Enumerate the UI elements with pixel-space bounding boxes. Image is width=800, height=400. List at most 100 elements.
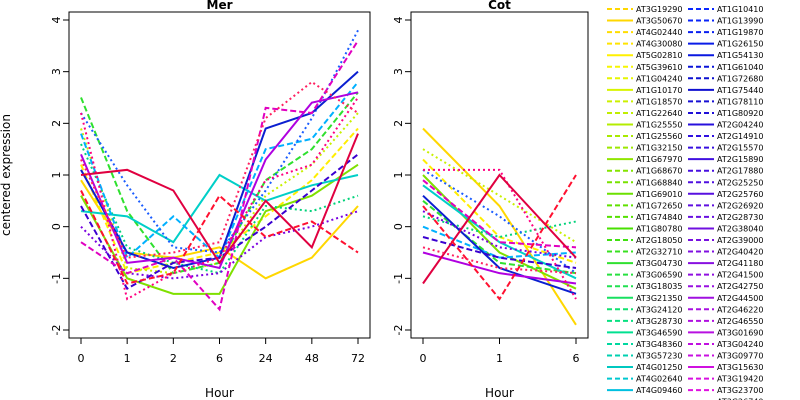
legend-label: AT3G04240 (717, 340, 763, 349)
legend-label: AT2G14910 (717, 132, 763, 141)
legend-label: AT2G38040 (717, 224, 763, 233)
legend-item: AT3G28730 (607, 317, 682, 326)
x-axis-label: Hour (485, 386, 514, 400)
legend-label: AT3G01690 (717, 328, 763, 337)
legend-label: AT1G22640 (636, 109, 682, 118)
legend-item: AT3G19290 (607, 5, 682, 14)
x-tick-label: 24 (259, 352, 273, 365)
legend-item: AT1G78110 (688, 97, 763, 106)
legend-label: AT3G09770 (717, 352, 763, 361)
legend-item: AT1G04240 (607, 74, 682, 83)
series-line (422, 246, 577, 275)
series-group (422, 127, 577, 326)
legend-item: AT2G25250 (688, 178, 763, 187)
legend-label: AT1G67970 (636, 155, 682, 164)
legend-item: AT1G19870 (688, 28, 763, 37)
y-tick-label: -2 (50, 325, 63, 336)
legend-item: AT1G26150 (688, 40, 763, 49)
x-tick-label: 6 (573, 352, 580, 365)
series-line (423, 168, 577, 300)
legend-label: AT4G02440 (636, 28, 682, 37)
legend-label: AT2G32710 (636, 248, 682, 257)
x-tick-label: 1 (496, 352, 503, 365)
legend-label: AT2G28730 (717, 213, 763, 222)
legend-item: AT2G14910 (688, 132, 763, 141)
series-line (422, 148, 577, 244)
legend-label: AT3G19290 (636, 5, 682, 14)
legend-item: AT1G80780 (607, 224, 682, 233)
series-line (80, 133, 359, 265)
legend-item: AT2G46550 (688, 317, 763, 326)
legend-item: AT1G22640 (607, 109, 682, 118)
legend-label: AT2G25250 (717, 178, 763, 187)
legend-item: AT2G32710 (607, 248, 682, 257)
legend-item: AT3G24120 (607, 305, 682, 314)
legend-label: AT2G46220 (717, 305, 763, 314)
legend-item: AT2G15570 (688, 144, 763, 153)
legend-item: AT1G75440 (688, 86, 763, 95)
legend-item: AT2G40420 (688, 248, 763, 257)
legend-label: AT2G17880 (717, 167, 763, 176)
legend-label: AT5G39610 (636, 63, 682, 72)
legend-item: AT1G72650 (607, 201, 682, 210)
legend-label: AT3G48360 (636, 340, 682, 349)
legend-label: AT4G02640 (636, 375, 682, 384)
series-group (80, 29, 359, 312)
legend-label: AT2G04240 (717, 121, 763, 130)
legend-item: AT5G02810 (607, 51, 682, 60)
legend-item: AT3G04240 (688, 340, 763, 349)
legend-label: AT3G50670 (636, 17, 682, 26)
legend-label: AT2G41500 (717, 271, 763, 280)
legend-item: AT1G61040 (688, 63, 763, 72)
legend-item: AT3G48360 (607, 340, 682, 349)
legend-label: AT5G02810 (636, 51, 682, 60)
panel-cot: Cot -2 -1 0 1 2 3 4 0 1 6 Hour (392, 0, 589, 400)
legend-label: AT2G15890 (717, 155, 763, 164)
legend-item: AT1G25550 (607, 121, 682, 130)
series-line (422, 200, 577, 275)
legend-item: AT4G09460 (607, 386, 682, 395)
legend-label: AT1G13990 (717, 17, 763, 26)
legend-item: AT4G02440 (607, 28, 682, 37)
legend-item: AT4G02640 (607, 375, 682, 384)
legend-label: AT2G41180 (717, 259, 763, 268)
legend-label: AT1G18570 (636, 97, 682, 106)
y-tick-label: 1 (50, 172, 63, 179)
x-axis-label: Hour (205, 386, 234, 400)
legend-label: AT1G19870 (717, 28, 763, 37)
legend-item: AT3G01690 (688, 328, 763, 337)
legend-label: AT1G72650 (636, 201, 682, 210)
legend-label: AT2G26920 (717, 201, 763, 210)
y-tick-label: 4 (392, 17, 405, 24)
legend-label: AT1G72680 (717, 74, 763, 83)
legend-item: AT2G18050 (607, 236, 682, 245)
x-tick-label: 72 (351, 352, 365, 365)
legend-item: AT3G46590 (607, 328, 682, 337)
legend-item: AT1G67970 (607, 155, 682, 164)
legend-label: AT3G06590 (636, 271, 682, 280)
legend-label: AT3G04730 (636, 259, 682, 268)
y-tick-label: -1 (50, 273, 63, 284)
legend-label: AT1G04240 (636, 74, 682, 83)
legend-label: AT1G80780 (636, 224, 682, 233)
series-line (422, 174, 577, 301)
y-tick-label: 3 (50, 68, 63, 75)
x-tick-label: 2 (170, 352, 177, 365)
legend-item: AT2G38040 (688, 224, 763, 233)
legend-item: AT1G10410 (688, 5, 763, 14)
series-line (80, 96, 359, 301)
legend-label: AT1G69010 (636, 190, 682, 199)
legend-label: AT1G10410 (717, 5, 763, 14)
legend-item: AT2G04240 (688, 121, 763, 130)
series-line (422, 127, 577, 326)
legend-item: AT2G39000 (688, 236, 763, 245)
legend-label: AT2G40420 (717, 248, 763, 257)
series-line (80, 29, 359, 254)
legend-item: AT1G18570 (607, 97, 682, 106)
series-line (422, 184, 577, 280)
legend-item: AT2G26920 (688, 201, 763, 210)
legend-item: AT2G46220 (688, 305, 763, 314)
legend-item: AT2G25760 (688, 190, 763, 199)
